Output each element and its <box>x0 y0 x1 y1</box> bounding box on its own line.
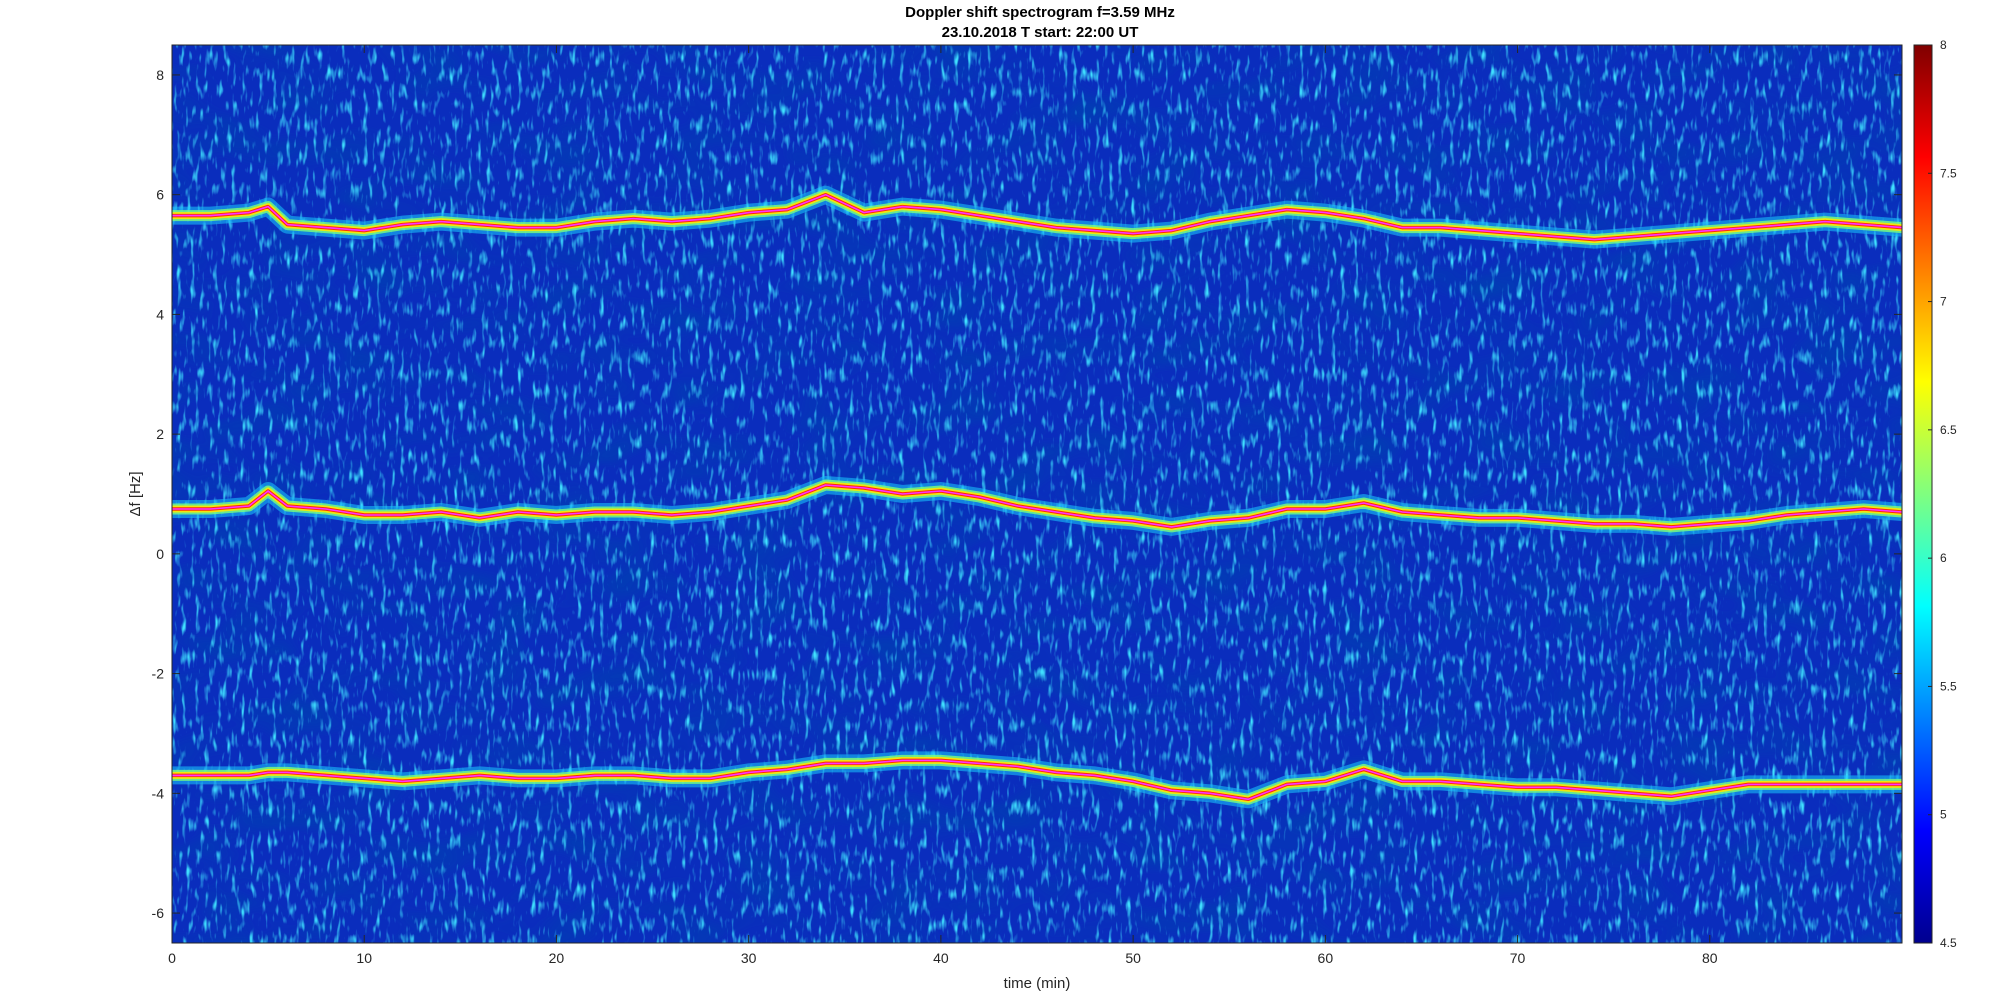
colorbar-tick-label: 6 <box>1940 551 1947 565</box>
x-tick-label: 30 <box>741 950 757 966</box>
x-tick-label: 0 <box>168 950 176 966</box>
colorbar: 4.5 5 5.5 6 6.5 7 7.5 8 <box>1913 38 1957 950</box>
plot-frame <box>171 44 1903 944</box>
colorbar-tick-label: 6.5 <box>1940 423 1957 437</box>
y-tick-label: 8 <box>156 67 164 83</box>
colorbar-tick-label: 5 <box>1940 808 1947 822</box>
x-tick-label: 10 <box>356 950 372 966</box>
y-tick-label: -2 <box>152 666 165 682</box>
y-tick-label: 2 <box>156 426 164 442</box>
x-tick-label: 50 <box>1125 950 1141 966</box>
y-tick-label: 4 <box>156 306 164 322</box>
colorbar-gradient <box>1913 44 1933 944</box>
x-tick-label: 60 <box>1318 950 1334 966</box>
x-axis: 0 10 20 30 40 50 60 70 80 <box>168 45 1718 966</box>
x-tick-label: 80 <box>1702 950 1718 966</box>
x-axis-label: time (min) <box>1004 975 1071 992</box>
y-tick-label: 0 <box>156 546 164 562</box>
y-tick-label: 6 <box>156 187 164 203</box>
chart-title: Doppler shift spectrogram f=3.59 MHz <box>905 4 1175 21</box>
doppler-trace <box>172 484 1902 528</box>
plot-area <box>172 45 1902 943</box>
x-tick-label: 40 <box>933 950 949 966</box>
doppler-trace <box>172 759 1902 801</box>
x-tick-label: 70 <box>1510 950 1526 966</box>
y-axis-label: Δf [Hz] <box>127 471 144 516</box>
colorbar-tick-label: 8 <box>1940 38 1947 52</box>
y-tick-label: -4 <box>152 785 165 801</box>
x-tick-label: 20 <box>549 950 565 966</box>
y-tick-label: -6 <box>152 905 165 921</box>
spectrogram-noise <box>172 45 1902 943</box>
colorbar-tick-label: 4.5 <box>1940 936 1957 950</box>
doppler-trace <box>172 193 1902 241</box>
colorbar-tick-label: 7 <box>1940 295 1947 309</box>
chart-subtitle: 23.10.2018 T start: 22:00 UT <box>941 24 1139 41</box>
colorbar-tick-label: 5.5 <box>1940 679 1957 693</box>
colorbar-tick-label: 7.5 <box>1940 166 1957 180</box>
y-axis: -6 -4 -2 0 2 4 6 8 <box>152 67 1902 921</box>
